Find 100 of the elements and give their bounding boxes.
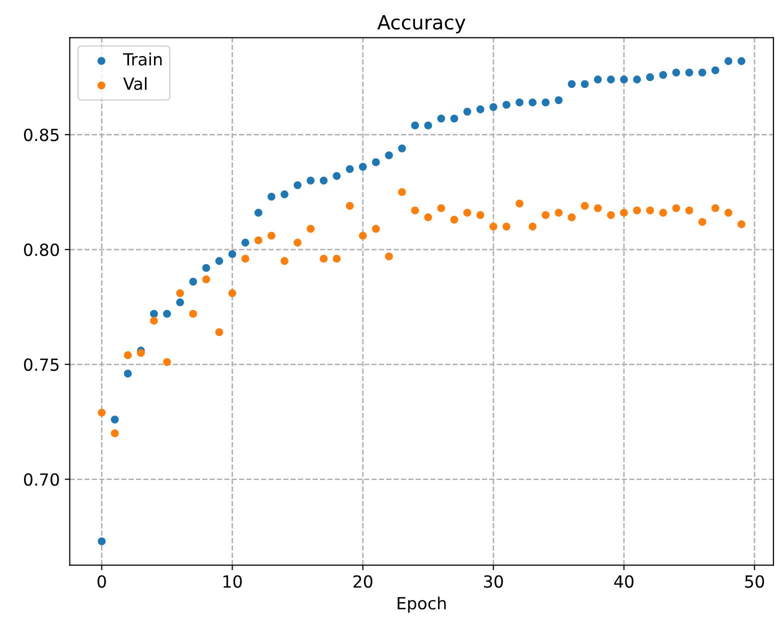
y-tick-label: 0.70 bbox=[24, 473, 59, 486]
point bbox=[724, 208, 732, 217]
point bbox=[320, 254, 328, 263]
point bbox=[633, 76, 641, 84]
point bbox=[594, 76, 602, 84]
point bbox=[385, 252, 393, 260]
point bbox=[98, 537, 106, 546]
point bbox=[568, 80, 576, 88]
point bbox=[659, 208, 668, 217]
point bbox=[228, 289, 236, 298]
point bbox=[98, 408, 106, 417]
point bbox=[489, 222, 498, 230]
y-tick-label: 0.80 bbox=[24, 243, 59, 256]
point bbox=[738, 57, 746, 66]
point bbox=[620, 208, 628, 217]
point bbox=[398, 188, 406, 196]
point bbox=[659, 70, 668, 79]
point bbox=[280, 190, 288, 198]
point bbox=[411, 121, 420, 130]
point bbox=[346, 165, 354, 174]
point bbox=[189, 310, 198, 318]
point bbox=[633, 206, 641, 214]
point bbox=[711, 204, 720, 212]
point bbox=[306, 176, 315, 185]
point bbox=[241, 238, 250, 247]
point bbox=[672, 204, 680, 212]
x-tick-label: 40 bbox=[614, 575, 634, 588]
point bbox=[476, 105, 484, 114]
point bbox=[294, 238, 302, 247]
point bbox=[110, 429, 119, 438]
point bbox=[685, 68, 694, 77]
point bbox=[202, 275, 210, 284]
point bbox=[202, 264, 210, 272]
point bbox=[698, 218, 706, 226]
point bbox=[385, 151, 393, 160]
point bbox=[358, 232, 367, 240]
point bbox=[594, 204, 602, 212]
point bbox=[437, 204, 446, 212]
point bbox=[528, 98, 537, 106]
point bbox=[215, 257, 224, 265]
legend-label: Train bbox=[123, 52, 162, 66]
point bbox=[489, 103, 498, 112]
point bbox=[398, 144, 406, 152]
point bbox=[268, 192, 276, 201]
point bbox=[463, 108, 472, 116]
point bbox=[124, 351, 132, 360]
x-tick-label: 10 bbox=[224, 575, 242, 588]
point bbox=[228, 250, 236, 258]
point bbox=[424, 213, 432, 222]
point bbox=[450, 114, 458, 123]
point bbox=[241, 254, 250, 263]
point bbox=[646, 73, 654, 82]
point bbox=[698, 68, 706, 77]
legend-label: Val bbox=[123, 77, 146, 90]
point bbox=[411, 206, 420, 214]
point bbox=[268, 232, 276, 240]
point bbox=[554, 96, 563, 104]
x-tick-label: 30 bbox=[484, 575, 503, 588]
point bbox=[150, 316, 158, 325]
y-tick-label: 0.85 bbox=[24, 128, 59, 142]
point bbox=[568, 213, 576, 222]
point bbox=[672, 68, 680, 77]
point bbox=[711, 66, 720, 74]
point bbox=[215, 328, 224, 336]
point bbox=[476, 211, 484, 220]
point bbox=[176, 289, 184, 298]
x-axis-title: Epoch bbox=[398, 596, 446, 613]
x-tick-label: 0 bbox=[98, 575, 106, 588]
point bbox=[502, 222, 510, 230]
point bbox=[516, 200, 524, 208]
point bbox=[580, 80, 589, 88]
point bbox=[554, 208, 563, 217]
point bbox=[163, 310, 171, 318]
point bbox=[463, 208, 472, 217]
point bbox=[358, 162, 367, 171]
point bbox=[580, 202, 589, 210]
point bbox=[254, 208, 262, 217]
point bbox=[528, 222, 537, 230]
point bbox=[372, 158, 380, 166]
point bbox=[738, 220, 746, 228]
point bbox=[372, 224, 380, 233]
point bbox=[124, 370, 132, 378]
point bbox=[502, 100, 510, 109]
point bbox=[163, 358, 171, 366]
point bbox=[346, 202, 354, 210]
point bbox=[254, 236, 262, 244]
point bbox=[424, 121, 432, 130]
x-tick-label: 50 bbox=[745, 575, 764, 588]
chart-title: Accuracy bbox=[377, 15, 466, 34]
point bbox=[320, 176, 328, 185]
point bbox=[189, 278, 198, 286]
point bbox=[176, 298, 184, 306]
point bbox=[620, 76, 628, 84]
x-tick-label: 20 bbox=[353, 575, 372, 588]
point bbox=[332, 254, 341, 263]
point bbox=[150, 310, 158, 318]
point bbox=[724, 57, 732, 66]
point bbox=[516, 98, 524, 106]
point bbox=[332, 172, 341, 180]
point bbox=[542, 211, 550, 220]
